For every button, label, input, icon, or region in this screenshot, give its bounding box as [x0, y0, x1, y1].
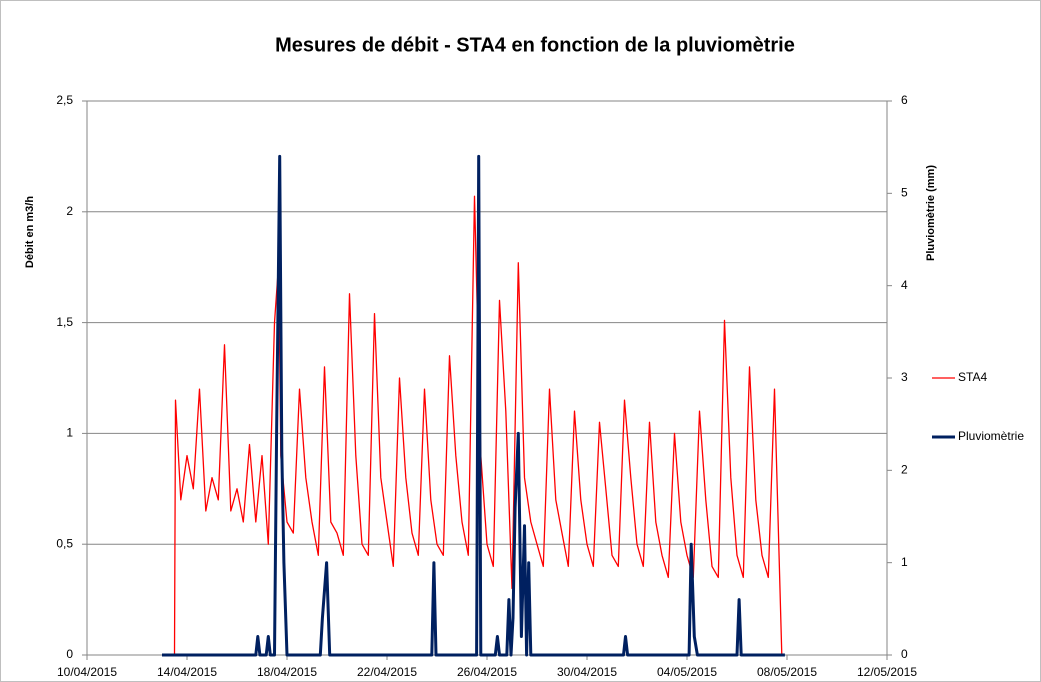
legend-label: Pluviomètrie — [958, 429, 1024, 443]
chart-title: Mesures de débit - STA4 en fonction de l… — [275, 34, 795, 56]
x-tick-label: 22/04/2015 — [357, 665, 417, 679]
x-tick-label: 26/04/2015 — [457, 665, 517, 679]
x-tick-label: 30/04/2015 — [557, 665, 617, 679]
y2-tick-label: 5 — [901, 186, 908, 200]
y2-tick-label: 6 — [901, 93, 908, 107]
x-tick-label: 14/04/2015 — [157, 665, 217, 679]
x-tick-label: 10/04/2015 — [57, 665, 117, 679]
x-tick-label: 12/05/2015 — [857, 665, 917, 679]
y-tick-label: 0,5 — [56, 536, 73, 550]
y2-tick-label: 1 — [901, 555, 908, 569]
y2-axis-title: Pluviomètrie (mm) — [925, 165, 937, 261]
x-tick-label: 18/04/2015 — [257, 665, 317, 679]
y-tick-label: 1,5 — [56, 315, 73, 329]
x-tick-label: 08/05/2015 — [757, 665, 817, 679]
y2-tick-label: 4 — [901, 278, 908, 292]
y-tick-label: 2 — [66, 204, 73, 218]
y2-tick-label: 2 — [901, 463, 908, 477]
y2-tick-label: 3 — [901, 370, 908, 384]
y-tick-label: 2,5 — [56, 93, 73, 107]
series-line — [162, 154, 785, 657]
y-tick-label: 1 — [66, 426, 73, 440]
y-tick-label: 0 — [66, 647, 73, 661]
legend-label: STA4 — [958, 370, 987, 384]
series-line — [173, 195, 783, 656]
y-axis-title: Débit en m3/h — [24, 196, 36, 268]
y2-tick-label: 0 — [901, 647, 908, 661]
x-tick-label: 04/05/2015 — [657, 665, 717, 679]
